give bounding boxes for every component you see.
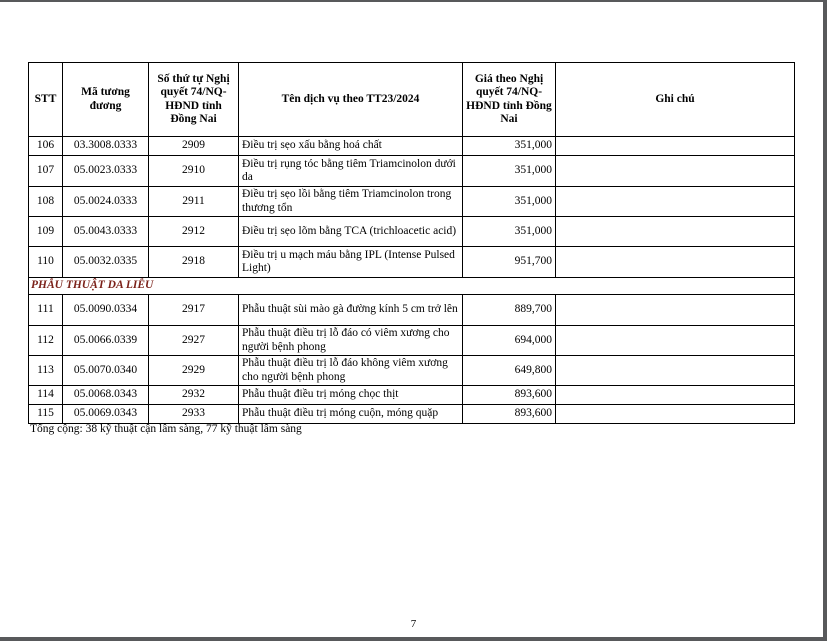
cell-price: 351,000 (462, 186, 556, 217)
cell-code: 03.3008.0333 (62, 136, 149, 156)
table-row: 114 05.0068.0343 2932 Phẫu thuật điều tr… (28, 385, 795, 405)
cell-service: Phẫu thuật điều trị lỗ đáo có viêm xương… (238, 325, 463, 356)
cell-note (555, 155, 795, 187)
header-note: Ghi chú (555, 62, 795, 137)
header-stt: STT (28, 62, 63, 137)
cell-note (555, 136, 795, 156)
cell-price: 351,000 (462, 216, 556, 247)
cell-stt: 114 (28, 385, 63, 405)
cell-note (555, 186, 795, 217)
cell-service: Điều trị sẹo lõm bằng TCA (trichloacetic… (238, 216, 463, 247)
cell-stt: 111 (28, 294, 63, 326)
table-header-row: STT Mã tương đương Số thứ tự Nghị quyết … (28, 62, 795, 137)
total-summary-text: Tổng cộng: 38 kỹ thuật cận lâm sàng, 77 … (30, 423, 302, 435)
cell-stt: 108 (28, 186, 63, 217)
cell-service: Điều trị u mạch máu bằng IPL (Intense Pu… (238, 246, 463, 278)
cell-order: 2910 (148, 155, 239, 187)
cell-code: 05.0070.0340 (62, 355, 149, 386)
cell-note (555, 216, 795, 247)
page-edge-right (823, 0, 827, 641)
cell-stt: 112 (28, 325, 63, 356)
cell-price: 694,000 (462, 325, 556, 356)
cell-note (555, 385, 795, 405)
cell-code: 05.0069.0343 (62, 404, 149, 424)
cell-price: 649,800 (462, 355, 556, 386)
cell-note (555, 325, 795, 356)
cell-stt: 109 (28, 216, 63, 247)
cell-service: Phẫu thuật điều trị lỗ đáo không viêm xư… (238, 355, 463, 386)
cell-order: 2911 (148, 186, 239, 217)
cell-code: 05.0068.0343 (62, 385, 149, 405)
table-row: 113 05.0070.0340 2929 Phẫu thuật điều tr… (28, 355, 795, 386)
cell-service: Phẫu thuật điều trị móng chọc thịt (238, 385, 463, 405)
table-row: 108 05.0024.0333 2911 Điều trị sẹo lồi b… (28, 186, 795, 217)
cell-stt: 106 (28, 136, 63, 156)
cell-price: 351,000 (462, 155, 556, 187)
cell-stt: 113 (28, 355, 63, 386)
table-row: 106 03.3008.0333 2909 Điều trị sẹo xấu b… (28, 136, 795, 156)
table-row: 111 05.0090.0334 2917 Phẫu thuật sùi mào… (28, 294, 795, 326)
cell-code: 05.0066.0339 (62, 325, 149, 356)
cell-order: 2927 (148, 325, 239, 356)
table-row: 109 05.0043.0333 2912 Điều trị sẹo lõm b… (28, 216, 795, 247)
header-code: Mã tương đương (62, 62, 149, 137)
cell-code: 05.0043.0333 (62, 216, 149, 247)
cell-code: 05.0090.0334 (62, 294, 149, 326)
cell-service: Điều trị rụng tóc bằng tiêm Triamcinolon… (238, 155, 463, 187)
header-price: Giá theo Nghị quyết 74/NQ-HĐND tỉnh Đồng… (462, 62, 556, 137)
section-header-label: PHẪU THUẬT DA LIỄU (28, 277, 795, 295)
cell-order: 2932 (148, 385, 239, 405)
cell-price: 889,700 (462, 294, 556, 326)
cell-price: 951,700 (462, 246, 556, 278)
cell-order: 2929 (148, 355, 239, 386)
cell-service: Điều trị sẹo xấu bằng hoá chất (238, 136, 463, 156)
table-row: 115 05.0069.0343 2933 Phẫu thuật điều tr… (28, 404, 795, 424)
cell-code: 05.0024.0333 (62, 186, 149, 217)
table-row: 110 05.0032.0335 2918 Điều trị u mạch má… (28, 246, 795, 278)
header-order: Số thứ tự Nghị quyết 74/NQ-HĐND tỉnh Đồn… (148, 62, 239, 137)
cell-price: 893,600 (462, 385, 556, 405)
cell-price: 351,000 (462, 136, 556, 156)
cell-order: 2909 (148, 136, 239, 156)
page-edge-top (0, 0, 827, 2)
cell-stt: 107 (28, 155, 63, 187)
cell-order: 2917 (148, 294, 239, 326)
cell-note (555, 246, 795, 278)
cell-stt: 110 (28, 246, 63, 278)
page-edge-bottom (0, 637, 827, 641)
cell-service: Phẫu thuật điều trị móng cuộn, móng quặp (238, 404, 463, 424)
page-number: 7 (410, 618, 417, 630)
table-row: 107 05.0023.0333 2910 Điều trị rụng tóc … (28, 155, 795, 187)
cell-order: 2912 (148, 216, 239, 247)
section-header-row: PHẪU THUẬT DA LIỄU (28, 277, 795, 295)
cell-stt: 115 (28, 404, 63, 424)
cell-note (555, 294, 795, 326)
header-service: Tên dịch vụ theo TT23/2024 (238, 62, 463, 137)
cell-price: 893,600 (462, 404, 556, 424)
cell-service: Điều trị sẹo lồi bằng tiêm Triamcinolon … (238, 186, 463, 217)
cell-order: 2933 (148, 404, 239, 424)
table-row: 112 05.0066.0339 2927 Phẫu thuật điều tr… (28, 325, 795, 356)
cell-note (555, 404, 795, 424)
cell-code: 05.0032.0335 (62, 246, 149, 278)
cell-code: 05.0023.0333 (62, 155, 149, 187)
cell-note (555, 355, 795, 386)
service-price-table: STT Mã tương đương Số thứ tự Nghị quyết … (28, 62, 795, 424)
cell-service: Phẫu thuật sùi mào gà đường kính 5 cm tr… (238, 294, 463, 326)
cell-order: 2918 (148, 246, 239, 278)
